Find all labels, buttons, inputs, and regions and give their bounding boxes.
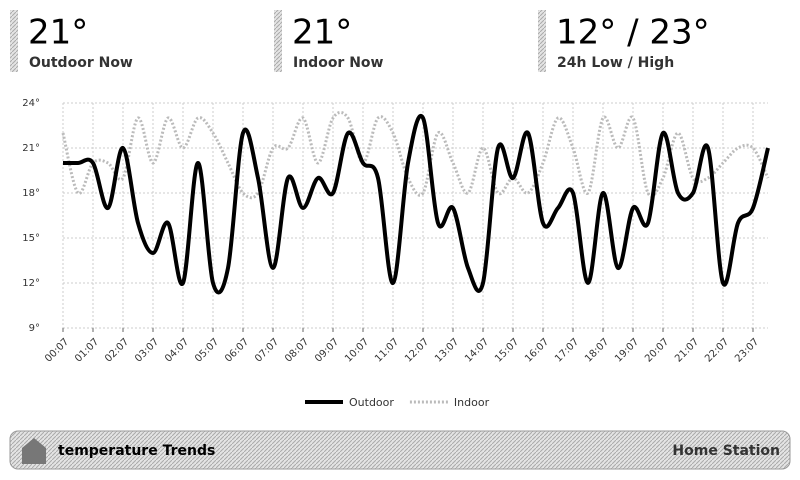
x-tick-label: 05:07 bbox=[193, 336, 221, 364]
x-tick-label: 04:07 bbox=[163, 336, 191, 364]
series-line bbox=[63, 114, 770, 295]
footer: temperature Trends Home Station bbox=[9, 430, 791, 470]
x-tick-label: 23:07 bbox=[733, 336, 761, 364]
y-tick-label: 24° bbox=[22, 98, 40, 109]
x-tick-label: 15:07 bbox=[493, 336, 521, 364]
stat-value: 21° bbox=[292, 13, 352, 53]
x-tick-label: 09:07 bbox=[313, 336, 341, 364]
footer-station: Home Station bbox=[672, 443, 780, 459]
x-tick-label: 14:07 bbox=[463, 336, 491, 364]
stat-label: Indoor Now bbox=[293, 55, 384, 71]
x-tick-label: 08:07 bbox=[283, 336, 311, 364]
y-tick-label: 18° bbox=[22, 188, 40, 199]
x-tick-label: 13:07 bbox=[433, 336, 461, 364]
chart: 9° 12° 15° 18° 21° 24° 00:07 01:07 02:07 03:07 04:… bbox=[22, 98, 770, 409]
x-tick-label: 12:07 bbox=[403, 336, 431, 364]
footer-title: temperature Trends bbox=[58, 443, 215, 459]
x-tick-label: 19:07 bbox=[613, 336, 641, 364]
x-tick-label: 21:07 bbox=[673, 336, 701, 364]
footer-bar bbox=[9, 430, 791, 470]
header: 21° Outdoor Now 21° Indoor Now 12° / 23°… bbox=[10, 10, 710, 72]
x-tick-label: 17:07 bbox=[553, 336, 581, 364]
x-tick-label: 01:07 bbox=[73, 336, 101, 364]
home-icon bbox=[22, 438, 46, 464]
x-tick-label: 22:07 bbox=[703, 336, 731, 364]
x-tick-label: 02:07 bbox=[103, 336, 131, 364]
x-tick-label: 11:07 bbox=[373, 336, 401, 364]
stat-label: Outdoor Now bbox=[29, 55, 133, 71]
y-tick-label: 9° bbox=[29, 323, 40, 334]
x-tick-label: 10:07 bbox=[343, 336, 371, 364]
y-tick-label: 21° bbox=[22, 143, 40, 154]
x-tick-label: 03:07 bbox=[133, 336, 161, 364]
stat-label: 24h Low / High bbox=[557, 55, 674, 71]
stat-value: 21° bbox=[28, 13, 88, 53]
stat-value: 12° / 23° bbox=[556, 13, 710, 53]
x-tick-label: 18:07 bbox=[583, 336, 611, 364]
series-line bbox=[61, 110, 770, 200]
card-bar bbox=[538, 10, 546, 72]
x-tick-label: 06:07 bbox=[223, 336, 251, 364]
x-tick-label: 16:07 bbox=[523, 336, 551, 364]
x-tick-label: 07:07 bbox=[253, 336, 281, 364]
card-bar bbox=[274, 10, 282, 72]
legend-label: Indoor bbox=[454, 396, 490, 409]
card-bar bbox=[10, 10, 18, 72]
legend-label: Outdoor bbox=[349, 396, 394, 409]
y-tick-label: 12° bbox=[22, 278, 40, 289]
y-tick-label: 15° bbox=[22, 233, 40, 244]
x-tick-label: 20:07 bbox=[643, 336, 671, 364]
x-tick-label: 00:07 bbox=[43, 336, 71, 364]
